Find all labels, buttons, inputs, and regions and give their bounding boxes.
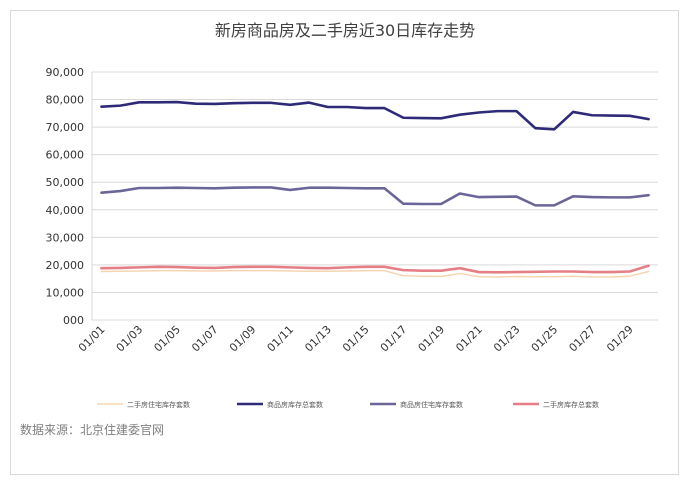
x-tick-label: 01/13 [302,323,334,355]
x-tick-label: 01/25 [529,323,561,355]
y-tick-label: 90,000 [46,66,85,79]
x-tick-label: 01/05 [151,323,183,355]
y-tick-label: 80,000 [46,94,85,107]
series-line-3 [100,264,650,274]
x-tick-label: 01/01 [76,323,108,355]
x-tick-label: 01/09 [227,323,259,355]
legend-label-0: 二手房住宅库存套数 [127,400,190,409]
chart-frame [10,10,679,475]
x-tick-label: 01/29 [604,323,636,355]
x-tick-label: 01/21 [453,323,485,355]
legend-label-2: 商品房住宅库存套数 [400,400,463,409]
x-tick-label: 01/23 [491,323,523,355]
y-tick-label: 30,000 [46,231,85,244]
legend-label-3: 二手房库存总套数 [543,400,599,409]
x-tick-label: 01/19 [416,323,448,355]
x-tick-label: 01/27 [566,323,598,355]
y-tick-label: 50,000 [46,176,85,189]
y-tick-label: 000 [63,314,84,327]
y-tick-label: 40,000 [46,204,85,217]
y-tick-label: 10,000 [46,286,85,299]
y-tick-label: 60,000 [46,149,85,162]
source-note: 数据来源：北京住建委官网 [20,422,164,437]
x-tick-label: 01/11 [265,323,297,355]
x-tick-label: 01/07 [189,323,221,355]
series-line-1 [100,100,650,131]
series-line-2 [100,186,650,207]
chart-title: 新房商品房及二手房近30日库存走势 [215,21,475,40]
x-tick-label: 01/03 [114,323,146,355]
y-tick-label: 20,000 [46,259,85,272]
x-tick-label: 01/17 [378,323,410,355]
series-line-0 [100,269,650,278]
y-tick-label: 70,000 [46,121,85,134]
x-tick-label: 01/15 [340,323,372,355]
legend-label-1: 商品房库存总套数 [267,400,323,409]
